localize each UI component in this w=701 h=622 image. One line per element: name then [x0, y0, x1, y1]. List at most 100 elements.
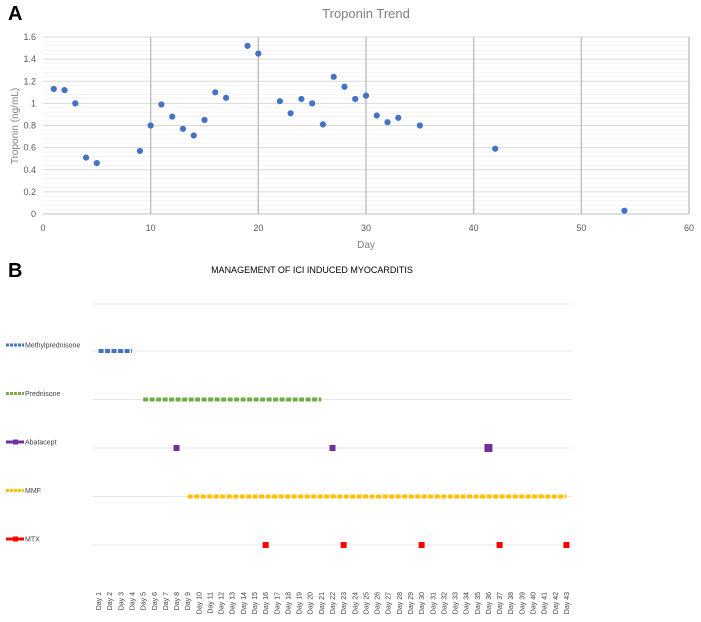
day-tick-label: Day 9	[185, 592, 192, 610]
data-point	[179, 125, 187, 132]
legend-label: Methylprednisone	[25, 343, 80, 350]
dose-marker	[563, 542, 570, 548]
day-tick-label: Day 2	[107, 592, 114, 610]
day-tick-label: Day 1	[96, 592, 103, 610]
panel-label-a: A	[8, 3, 22, 25]
day-tick-label: Day 10	[196, 592, 203, 614]
data-point	[492, 145, 499, 152]
data-point	[244, 42, 251, 49]
day-tick-label: Day 30	[419, 592, 426, 614]
day-tick-label: Day 23	[341, 592, 348, 614]
data-point	[276, 98, 283, 105]
day-tick-label: Day 21	[319, 592, 326, 614]
x-tick-label: 50	[576, 223, 586, 233]
chart-a-gridlines	[43, 36, 690, 215]
chart-a-x-ticks: 0 10 20 30 40 50 60	[40, 223, 694, 233]
chart-a-x-axis-label: Day	[357, 240, 375, 251]
chart-b-title: MANAGEMENT OF ICI INDUCED MYOCARDITIS	[211, 265, 413, 275]
y-tick-label: 0.4	[23, 165, 36, 175]
day-tick-label: Day 29	[408, 592, 415, 614]
day-tick-label: Day 27	[386, 592, 393, 614]
management-timeline: MANAGEMENT OF ICI INDUCED MYOCARDITIS Me…	[6, 265, 572, 614]
data-point	[50, 85, 57, 93]
data-point	[136, 147, 143, 155]
day-tick-label: Day 4	[129, 592, 136, 610]
day-tick-label: Day 15	[252, 592, 259, 614]
data-point	[395, 114, 402, 121]
data-point	[169, 113, 176, 120]
data-point	[341, 83, 348, 90]
day-tick-label: Day 28	[397, 592, 404, 614]
day-tick-label: Day 8	[174, 592, 181, 610]
day-tick-label: Day 40	[531, 592, 538, 614]
data-point	[416, 122, 423, 129]
x-tick-label: 10	[146, 223, 156, 233]
day-tick-label: Day 39	[519, 592, 526, 614]
data-point	[373, 112, 380, 119]
chart-a-points	[50, 42, 628, 214]
day-tick-label: Day 3	[118, 592, 125, 610]
data-point	[255, 50, 262, 57]
day-tick-label: Day 25	[363, 592, 370, 614]
day-tick-label: Day 5	[141, 592, 148, 610]
day-tick-label: Day 6	[152, 592, 159, 610]
panel-label-b: B	[8, 260, 22, 282]
data-point	[82, 154, 90, 161]
day-tick-label: Day 38	[508, 592, 515, 614]
x-tick-label: 60	[684, 223, 694, 233]
y-tick-label: 1	[31, 98, 36, 108]
chart-a-y-axis-label: Troponin (ng/mL)	[10, 88, 21, 164]
troponin-chart: Troponin Trend 0 0.2 0.4 0.6 0.8 1 1.2 1.4 1.6 0…	[10, 6, 694, 251]
day-tick-label: Day 18	[285, 592, 292, 614]
day-tick-label: Day 33	[453, 592, 460, 614]
data-point	[61, 87, 68, 94]
x-tick-label: 40	[469, 223, 479, 233]
day-tick-label: Day 22	[330, 592, 337, 614]
legend-label: Prednisone	[25, 391, 61, 398]
y-tick-label: 1.2	[23, 76, 36, 86]
data-point	[621, 207, 628, 214]
y-tick-label: 1.6	[23, 32, 36, 42]
legend-label: Abatacept	[25, 440, 57, 447]
x-tick-label: 20	[253, 223, 263, 233]
data-point	[309, 100, 316, 107]
dose-marker	[329, 445, 336, 451]
chart-a-y-ticks: 0 0.2 0.4 0.6 0.8 1 1.2 1.4 1.6	[23, 32, 36, 219]
chart-b-marks	[98, 349, 570, 548]
data-point	[222, 94, 230, 101]
legend-marker	[13, 439, 18, 445]
data-point	[190, 132, 197, 139]
chart-b-legend: Methylprednisone Prednisone Abatacept MMF MT…	[6, 343, 80, 544]
data-point	[287, 110, 294, 117]
data-point	[201, 116, 208, 124]
day-tick-label: Day 32	[441, 592, 448, 614]
day-tick-label: Day 13	[230, 592, 237, 614]
data-point	[147, 122, 154, 129]
dose-marker	[418, 542, 425, 548]
day-tick-label: Day 37	[497, 592, 504, 614]
data-point	[362, 92, 370, 99]
legend-label: MMF	[25, 488, 41, 495]
data-point	[319, 121, 327, 128]
data-point	[352, 95, 359, 103]
chart-b-day-ticks: Day 1 Day 2 Day 3 Day 4 Day 5 Day 6 Day 7 Day 8…	[96, 592, 571, 614]
data-point	[93, 160, 100, 167]
y-tick-label: 0.6	[23, 143, 36, 153]
day-tick-label: Day 12	[219, 592, 226, 614]
day-tick-label: Day 42	[553, 592, 560, 614]
legend-label: MTX	[25, 537, 40, 544]
dose-marker	[484, 444, 493, 452]
day-tick-label: Day 34	[464, 592, 471, 614]
legend-marker	[13, 536, 18, 542]
y-tick-label: 0.2	[23, 187, 36, 197]
day-tick-label: Day 36	[486, 592, 493, 614]
day-tick-label: Day 31	[430, 592, 437, 614]
y-tick-label: 1.4	[23, 54, 36, 64]
day-tick-label: Day 14	[241, 592, 248, 614]
data-point	[158, 101, 165, 108]
day-tick-label: Day 41	[542, 592, 549, 614]
data-point	[298, 95, 305, 103]
day-tick-label: Day 24	[352, 592, 359, 614]
dose-marker	[340, 542, 347, 548]
